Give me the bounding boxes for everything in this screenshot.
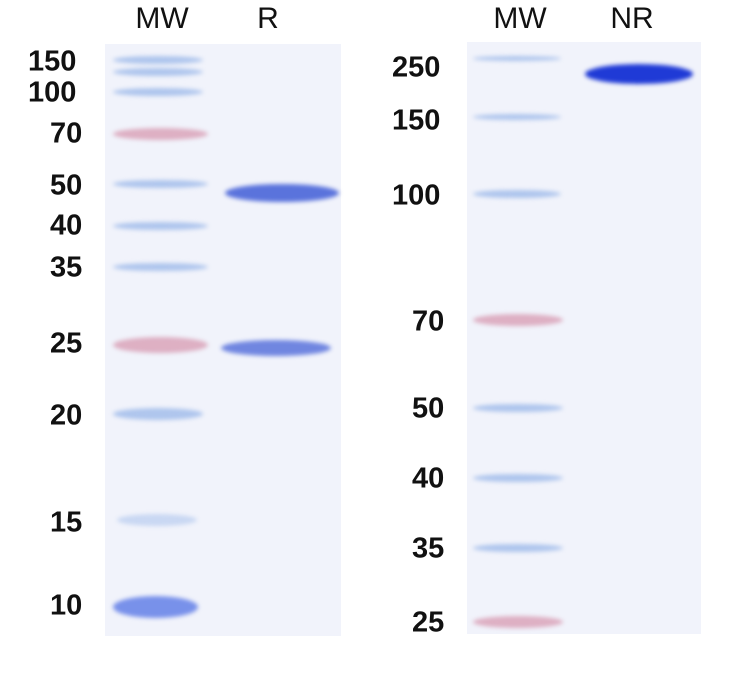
marker-label: 15 bbox=[50, 506, 83, 539]
ladder-band bbox=[113, 408, 203, 420]
intact-igg-band bbox=[585, 64, 693, 84]
right-gel bbox=[467, 42, 701, 634]
ladder-band bbox=[473, 314, 563, 326]
ladder-band bbox=[113, 337, 208, 353]
marker-label: 70 bbox=[50, 117, 83, 150]
marker-label: 25 bbox=[412, 606, 445, 639]
left-lane-title-mw: MW bbox=[135, 2, 189, 35]
right-lane-title-nr: NR bbox=[610, 2, 654, 35]
marker-label: 35 bbox=[412, 532, 445, 565]
marker-label: 100 bbox=[28, 76, 77, 109]
ladder-band bbox=[113, 263, 208, 271]
ladder-band bbox=[473, 190, 561, 198]
ladder-band bbox=[117, 514, 197, 526]
ladder-band bbox=[113, 88, 203, 96]
ladder-band bbox=[113, 222, 208, 230]
left-lane-title-r: R bbox=[257, 2, 279, 35]
marker-label: 35 bbox=[50, 251, 83, 284]
ladder-band bbox=[473, 544, 563, 552]
ladder-band bbox=[113, 68, 203, 76]
marker-label: 70 bbox=[412, 305, 445, 338]
right-lane-title-mw: MW bbox=[493, 2, 547, 35]
ladder-band bbox=[473, 616, 563, 628]
marker-label: 150 bbox=[392, 104, 441, 137]
ladder-band bbox=[473, 114, 561, 120]
marker-label: 50 bbox=[50, 169, 83, 202]
marker-label: 20 bbox=[50, 399, 83, 432]
ladder-band bbox=[113, 56, 203, 64]
marker-label: 50 bbox=[412, 392, 445, 425]
marker-label: 40 bbox=[412, 462, 445, 495]
marker-label: 40 bbox=[50, 209, 83, 242]
marker-label: 150 bbox=[28, 45, 77, 78]
ladder-band bbox=[473, 56, 561, 61]
marker-label: 250 bbox=[392, 51, 441, 84]
ladder-band bbox=[473, 404, 563, 412]
marker-label: 25 bbox=[50, 327, 83, 360]
ladder-band bbox=[113, 128, 208, 140]
heavy-chain-band bbox=[225, 184, 339, 202]
marker-label: 100 bbox=[392, 179, 441, 212]
light-chain-band bbox=[221, 340, 331, 356]
ladder-band bbox=[113, 596, 198, 618]
ladder-band bbox=[473, 474, 563, 482]
ladder-band bbox=[113, 180, 208, 188]
marker-label: 10 bbox=[50, 589, 83, 622]
left-gel bbox=[105, 44, 341, 636]
